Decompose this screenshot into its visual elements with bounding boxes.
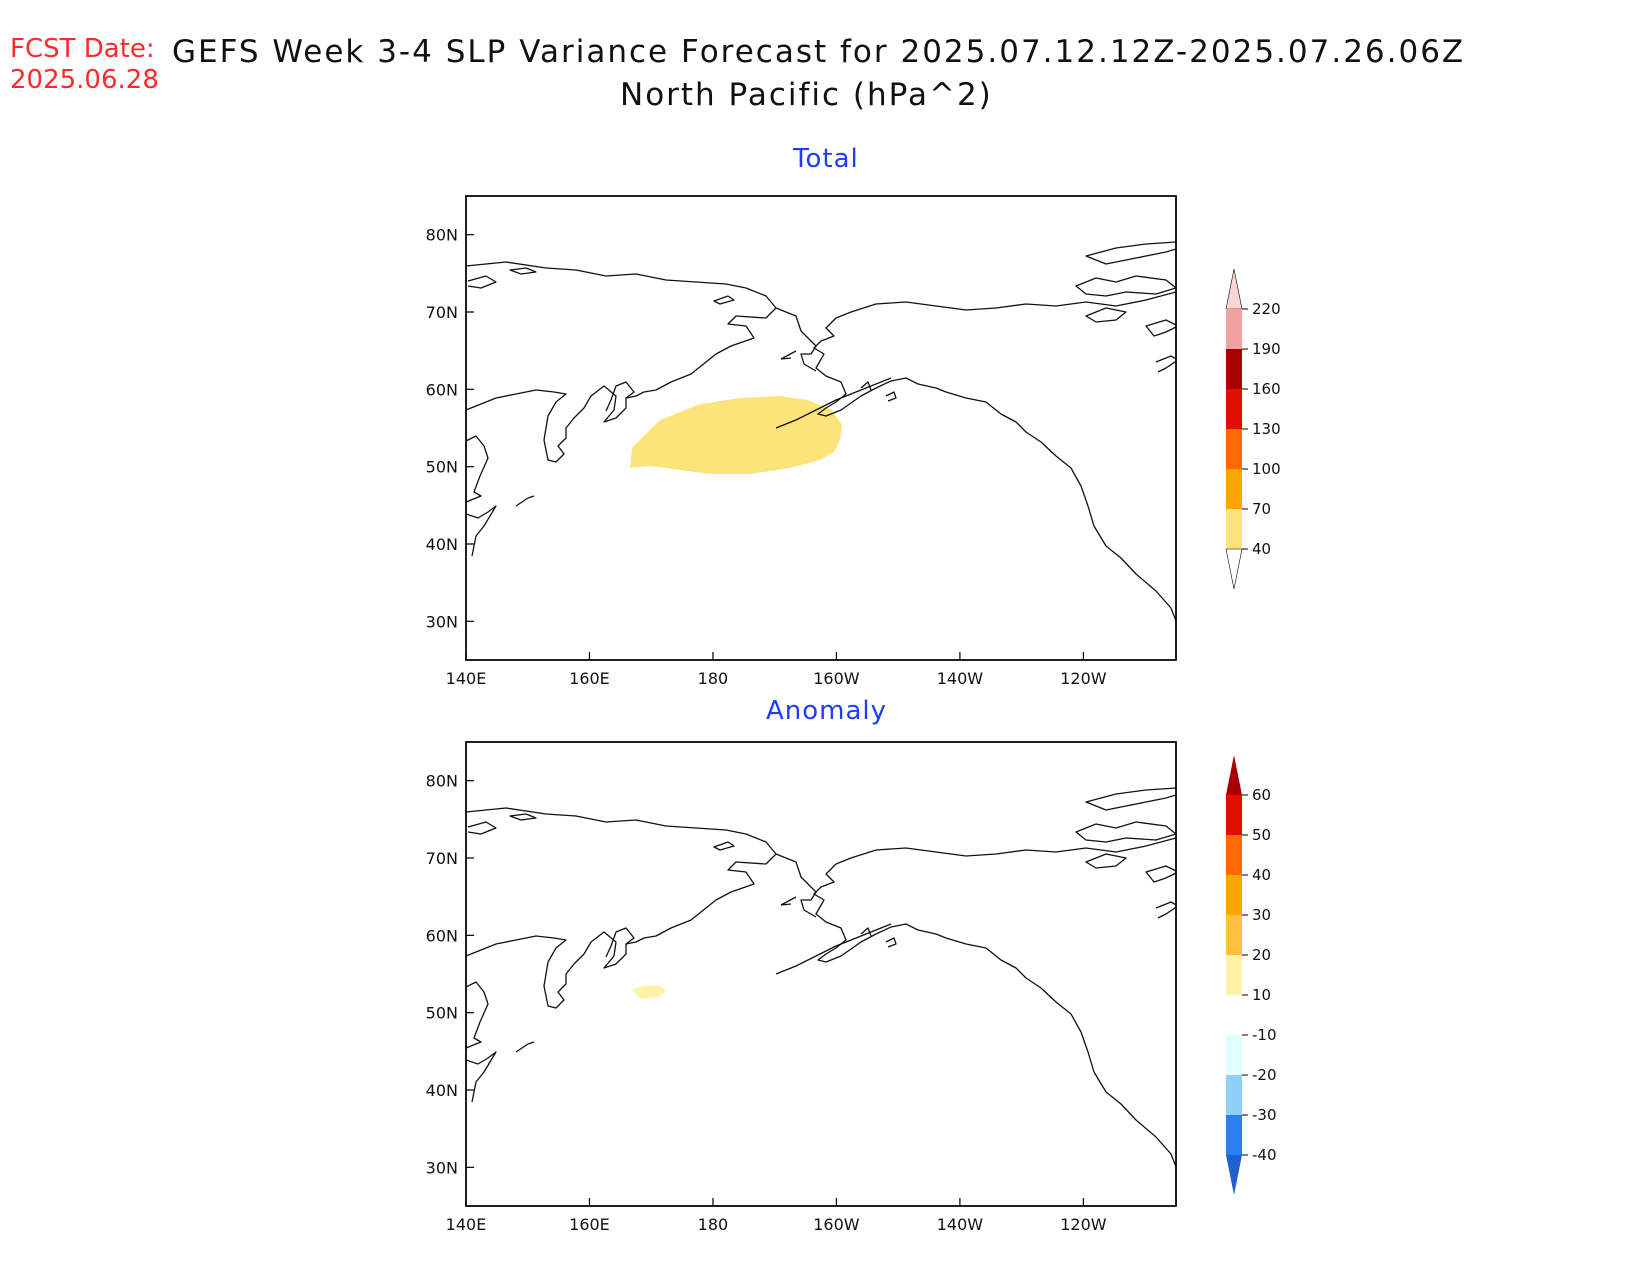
colorbar-total-extend-top: [1225, 268, 1243, 310]
colorbar-total-swatch: [1226, 469, 1242, 509]
lat-tick-label: 50N: [426, 1004, 458, 1023]
colorbar-anomaly-extend-bottom: [1226, 1155, 1242, 1195]
colorbar-total-label: 100: [1252, 460, 1281, 478]
colorbar-total-label: 220: [1252, 300, 1281, 318]
title-line-2: North Pacific (hPa^2): [620, 77, 993, 113]
lon-tick-label: 180: [698, 669, 729, 688]
lat-tick-label: 40N: [426, 535, 458, 554]
fcst-date-value: 2025.06.28: [10, 65, 159, 95]
colorbar-total-label: 130: [1252, 420, 1281, 438]
colorbar-total-label: 70: [1252, 500, 1271, 518]
forecast-date-block: FCST Date: 2025.06.28: [10, 34, 159, 96]
lat-tick-label: 40N: [426, 1081, 458, 1100]
axis-ticks-anomaly: 80N 70N 60N 50N 40N 30N 140E 160E 180 160W 140W 120…: [426, 772, 1107, 1234]
panel-title-anomaly: Anomaly: [766, 696, 888, 726]
lon-tick-label: 160E: [569, 669, 610, 688]
colorbar-anomaly-swatch: [1226, 1035, 1242, 1075]
colorbar-anomaly: 60 50 40 30 20 10 -10 -20 -30 -40: [1226, 755, 1277, 1195]
colorbar-total: 220 190 160 130 100 70 40: [1225, 268, 1281, 590]
fcst-date-label: FCST Date:: [10, 34, 155, 64]
colorbar-anomaly-swatch: [1226, 795, 1242, 835]
colorbar-total-label: 190: [1252, 340, 1281, 358]
lat-tick-label: 30N: [426, 612, 458, 631]
colorbar-anomaly-swatch: [1226, 835, 1242, 875]
shaded-region-total-40-70: [630, 396, 842, 474]
colorbar-total-swatch: [1226, 389, 1242, 429]
colorbar-anomaly-swatch: [1226, 875, 1242, 915]
shaded-region-anomaly-10-20: [632, 985, 666, 999]
colorbar-anomaly-label: 50: [1252, 826, 1271, 844]
colorbar-total-swatch: [1226, 309, 1242, 349]
colorbar-anomaly-swatch: [1226, 915, 1242, 955]
colorbar-anomaly-label: 40: [1252, 866, 1271, 884]
lat-tick-label: 50N: [426, 458, 458, 477]
lon-tick-label: 140W: [937, 1215, 984, 1234]
colorbar-anomaly-label: 30: [1252, 906, 1271, 924]
lat-tick-label: 70N: [426, 849, 458, 868]
lon-tick-label: 140E: [446, 1215, 487, 1234]
colorbar-anomaly-label: -20: [1252, 1066, 1277, 1084]
lat-tick-label: 30N: [426, 1158, 458, 1177]
map-panel-total: [465, 195, 1177, 661]
colorbar-anomaly-label: 20: [1252, 946, 1271, 964]
lon-tick-label: 160E: [569, 1215, 610, 1234]
lat-tick-label: 80N: [426, 772, 458, 791]
colorbar-anomaly-swatch: [1226, 1115, 1242, 1155]
lat-tick-label: 60N: [426, 926, 458, 945]
colorbar-total-label: 40: [1252, 540, 1271, 558]
colorbar-anomaly-swatch: [1226, 995, 1242, 1035]
lat-tick-label: 70N: [426, 303, 458, 322]
panel-title-total: Total: [793, 144, 859, 174]
map-frame-anomaly: [465, 741, 1177, 1207]
colorbar-anomaly-label: -10: [1252, 1026, 1277, 1044]
lon-tick-label: 160W: [813, 669, 860, 688]
colorbar-anomaly-label: -30: [1252, 1106, 1277, 1124]
colorbar-total-label: 160: [1252, 380, 1281, 398]
lat-tick-label: 80N: [426, 226, 458, 245]
lon-tick-label: 140E: [446, 669, 487, 688]
lon-tick-label: 120W: [1060, 669, 1107, 688]
colorbar-anomaly-extend-top: [1226, 755, 1242, 795]
colorbar-anomaly-label: 60: [1252, 786, 1271, 804]
colorbar-total-extend-bottom: [1225, 548, 1243, 590]
lon-tick-label: 140W: [937, 669, 984, 688]
colorbar-anomaly-swatch: [1226, 1075, 1242, 1115]
colorbar-anomaly-label: 10: [1252, 986, 1271, 1004]
colorbar-anomaly-label: -40: [1252, 1146, 1277, 1164]
title-line-1: GEFS Week 3-4 SLP Variance Forecast for …: [172, 34, 1466, 70]
colorbar-total-swatch: [1226, 509, 1242, 549]
colorbar-anomaly-swatch: [1226, 955, 1242, 995]
axis-ticks-total: 80N 70N 60N 50N 40N 30N 140E 160E 180 160W 140W 120…: [426, 226, 1107, 688]
map-panel-anomaly: [465, 741, 1177, 1207]
colorbar-total-swatch: [1226, 349, 1242, 389]
lon-tick-label: 120W: [1060, 1215, 1107, 1234]
lon-tick-label: 160W: [813, 1215, 860, 1234]
colorbar-total-swatch: [1226, 429, 1242, 469]
lon-tick-label: 180: [698, 1215, 729, 1234]
lat-tick-label: 60N: [426, 380, 458, 399]
